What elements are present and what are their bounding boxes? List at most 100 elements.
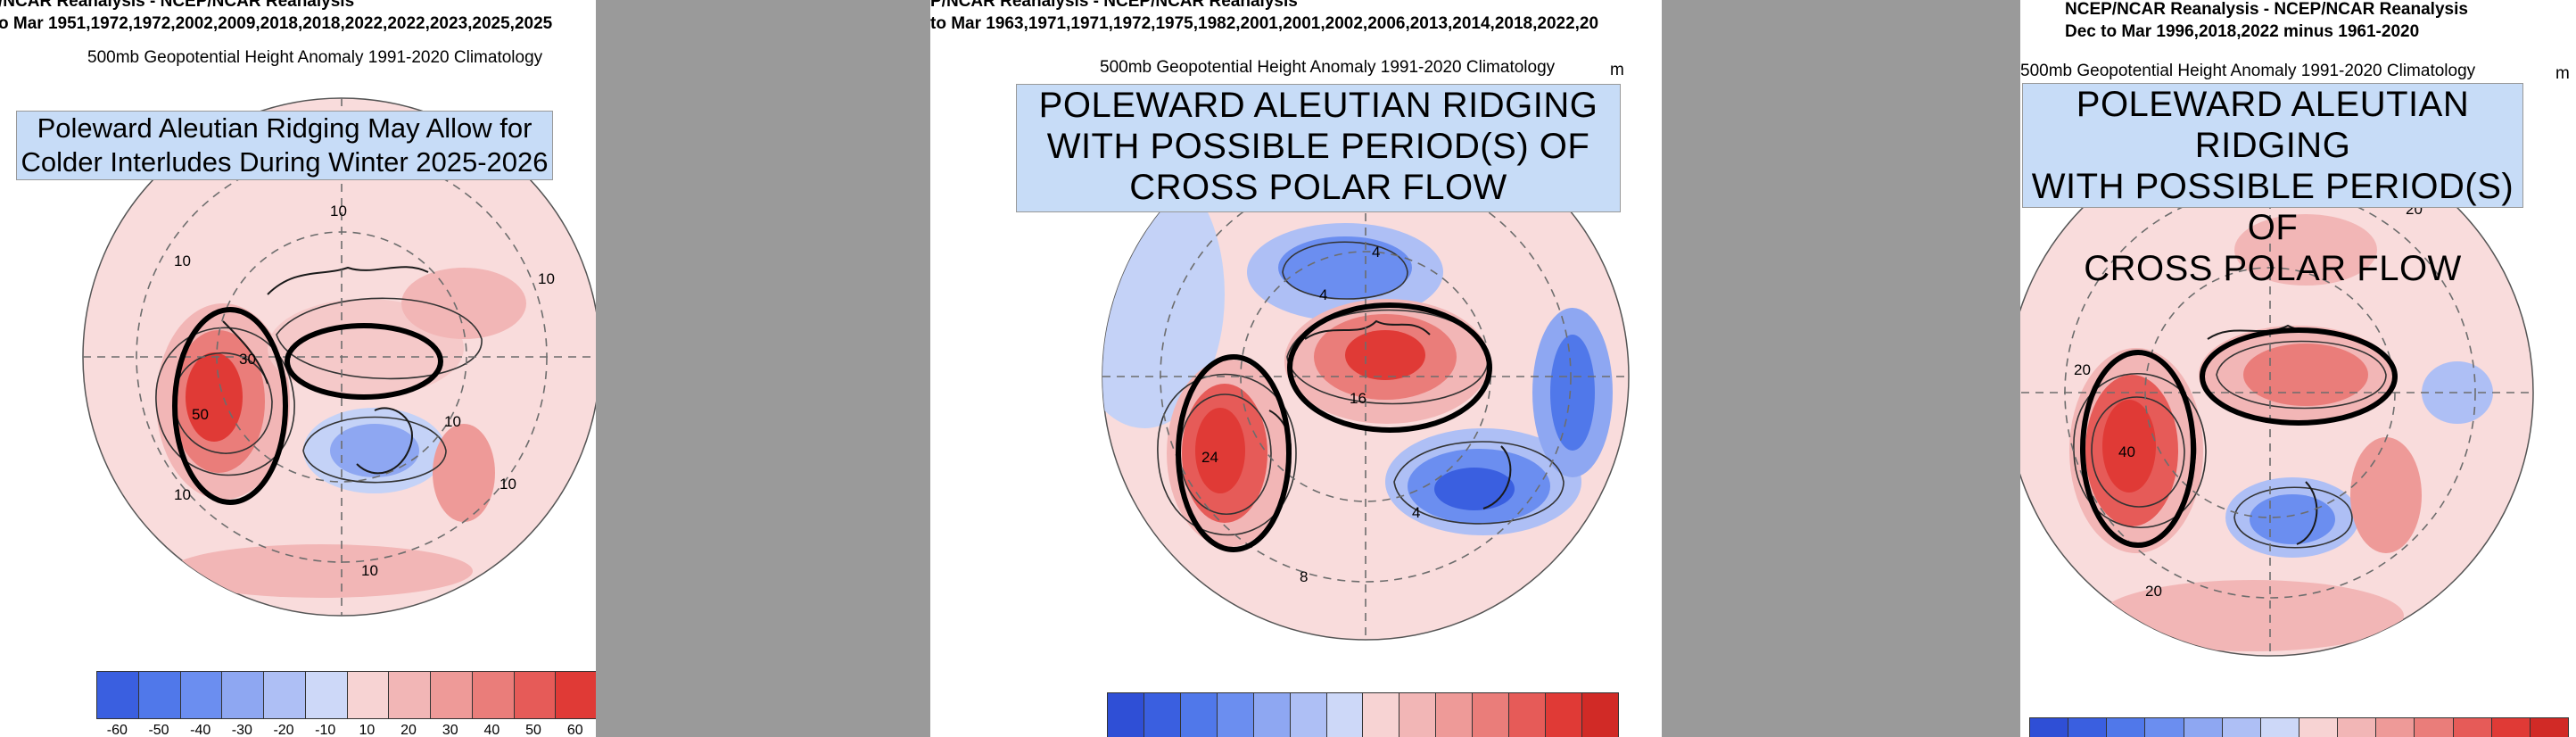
panel-2-contour-label: 4: [1319, 286, 1327, 303]
panel-1-contour-label: 10: [174, 486, 191, 503]
panel-2-ridge-oval-north: [1287, 302, 1492, 433]
colorbar-swatch: [97, 672, 139, 718]
panel-2-title-line2: to Mar 1963,1971,1971,1972,1975,1982,200…: [930, 14, 1599, 33]
colorbar-swatch: [1473, 693, 1510, 737]
panel-2-title-line1: P/NCAR Reanalysis - NCEP/NCAR Reanalysis: [930, 0, 1298, 11]
panel-3-subtitle: 500mb Geopotential Height Anomaly 1991-2…: [2020, 62, 2476, 80]
panel-1-callout-line: Poleward Aleutian Ridging May Allow for: [37, 112, 533, 144]
panel-3-unit: m: [2555, 64, 2570, 83]
panel-3: NCEP/NCAR Reanalysis - NCEP/NCAR Reanaly…: [2020, 0, 2576, 737]
panel-3-ridge-oval-west: [2080, 350, 2196, 548]
panel-2-unit: m: [1610, 61, 1624, 79]
panel-1-anomaly-map: 10 10 10 30 50 10 10 10 10: [82, 97, 596, 617]
colorbar-swatch: [180, 672, 223, 718]
panel-2-contour-label: 8: [1300, 568, 1308, 585]
colorbar-swatch: [1253, 693, 1291, 737]
colorbar-swatch: [2530, 718, 2568, 737]
colorbar-swatch: [2145, 718, 2184, 737]
panel-1: /NCAR Reanalysis - NCEP/NCAR Reanalysis …: [0, 0, 596, 737]
colorbar-swatch: [472, 672, 515, 718]
panel-1-subtitle: 500mb Geopotential Height Anomaly 1991-2…: [87, 48, 543, 67]
colorbar-label: -20: [273, 723, 294, 737]
colorbar-swatch: [264, 672, 306, 718]
colorbar-swatch: [2338, 718, 2377, 737]
colorbar-swatch: [1290, 693, 1327, 737]
divider-gray-2: [1662, 0, 2020, 737]
colorbar-swatch: [2030, 718, 2069, 737]
colorbar-swatch: [514, 672, 557, 718]
colorbar-label: 10: [359, 723, 376, 737]
colorbar-swatch: [2107, 718, 2146, 737]
colorbar-label: -40: [190, 723, 211, 737]
colorbar-swatch: [1108, 693, 1144, 737]
colorbar-swatch: [2222, 718, 2261, 737]
colorbar-swatch: [222, 672, 264, 718]
panel-1-contour-label: 10: [500, 476, 516, 493]
colorbar-label: 50: [525, 723, 541, 737]
panel-3-title-line2: Dec to Mar 1996,2018,2022 minus 1961-202…: [2065, 22, 2420, 41]
colorbar-label: -10: [315, 723, 336, 737]
panel-1-callout: Poleward Aleutian Ridging May Allow for …: [16, 111, 553, 180]
panel-2-contour-label: 4: [1372, 244, 1380, 261]
panel-1-contour-label: 10: [444, 413, 461, 430]
panel-3-callout-line: CROSS POLAR FLOW: [2084, 249, 2462, 288]
panel-1-ridge-oval-north: [285, 323, 443, 400]
colorbar-label: -30: [231, 723, 252, 737]
panel-2-contour-label: 16: [1350, 390, 1366, 407]
panel-3-contour-label: 40: [2118, 443, 2135, 460]
colorbar-swatch: [2260, 718, 2299, 737]
panel-1-ridge-oval-west: [172, 307, 288, 505]
colorbar-swatch: [2415, 718, 2454, 737]
colorbar-swatch: [138, 672, 181, 718]
colorbar-label: -50: [148, 723, 169, 737]
panel-2-contour-label: 24: [1201, 449, 1218, 466]
panel-3-contour-label: 20: [2145, 583, 2162, 600]
colorbar-swatch: [1363, 693, 1400, 737]
panel-1-contour-label: 10: [330, 203, 347, 219]
colorbar-swatch: [2453, 718, 2492, 737]
panel-1-contour-label: 10: [361, 562, 378, 579]
panel-2-subtitle: 500mb Geopotential Height Anomaly 1991-2…: [1100, 58, 1556, 77]
panel-2: P/NCAR Reanalysis - NCEP/NCAR Reanalysis…: [930, 0, 1662, 737]
panel-1-contour-label: 50: [192, 406, 209, 423]
colorbar-swatch: [1180, 693, 1218, 737]
colorbar-swatch: [1326, 693, 1364, 737]
panel-2-callout-line: POLEWARD ALEUTIAN RIDGING: [1038, 86, 1598, 125]
panel-1-contour-label: 10: [174, 253, 191, 269]
panel-2-anomaly-map: 4 4 16 24 8 4: [1102, 112, 1630, 641]
panel-3-contour-label: 20: [2074, 361, 2091, 378]
panel-3-callout: POLEWARD ALEUTIAN RIDGING WITH POSSIBLE …: [2022, 83, 2523, 288]
colorbar-swatch: [1144, 693, 1181, 737]
colorbar-swatch: [1217, 693, 1254, 737]
colorbar-swatch: [2299, 718, 2339, 737]
panel-1-contour-label: 10: [538, 270, 555, 287]
panel-2-callout-line: WITH POSSIBLE PERIOD(S) OF: [1046, 127, 1590, 166]
colorbar-swatch: [2184, 718, 2223, 737]
panel-2-callout-line: CROSS POLAR FLOW: [1129, 168, 1507, 207]
panel-3-colorbar: [2029, 717, 2569, 737]
colorbar-label: 20: [400, 723, 417, 737]
panel-3-callout-line: WITH POSSIBLE PERIOD(S) OF: [2031, 167, 2514, 247]
panel-1-title-line2: o Mar 1951,1972,1972,2002,2009,2018,2018…: [0, 14, 553, 33]
colorbar-swatch: [305, 672, 348, 718]
panel-1-contour-label: 30: [239, 351, 256, 368]
colorbar-swatch: [1509, 693, 1547, 737]
colorbar-swatch: [2491, 718, 2531, 737]
colorbar-swatch: [1436, 693, 1474, 737]
colorbar-label: 60: [566, 723, 583, 737]
colorbar-swatch: [1581, 693, 1618, 737]
colorbar-swatch: [347, 672, 390, 718]
divider-gray-1: [596, 0, 930, 737]
panel-1-colorbar-labels: -60 -50 -40 -30 -20 -10 10 20 30 40 50 6…: [96, 723, 596, 737]
colorbar-label: 30: [442, 723, 458, 737]
panel-2-colorbar: [1107, 692, 1619, 737]
panel-3-title-line1: NCEP/NCAR Reanalysis - NCEP/NCAR Reanaly…: [2065, 0, 2468, 19]
colorbar-swatch: [2068, 718, 2108, 737]
colorbar-swatch: [389, 672, 431, 718]
colorbar-label: 40: [483, 723, 500, 737]
panel-3-anomaly-map: 20 20 40 20: [2020, 128, 2534, 657]
panel-1-callout-line: Colder Interludes During Winter 2025-202…: [21, 146, 549, 178]
colorbar-swatch: [2376, 718, 2415, 737]
colorbar-swatch: [556, 672, 596, 718]
colorbar-swatch: [431, 672, 473, 718]
